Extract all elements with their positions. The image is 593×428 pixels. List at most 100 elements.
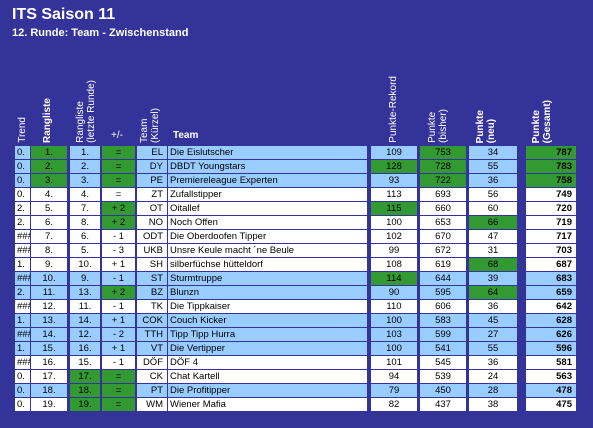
table-cell: ### <box>15 328 30 341</box>
table-cell: 2. <box>31 160 67 173</box>
table-cell: DBDT Youngstars <box>168 160 367 173</box>
table-cell: 9. <box>70 272 100 285</box>
table-cell: 619 <box>420 258 466 271</box>
column-header: Punkte (neu) <box>475 109 497 143</box>
table-cell: 719 <box>526 216 576 229</box>
table-cell: 36 <box>469 300 517 313</box>
table-cell: 5. <box>31 202 67 215</box>
table-cell: 11. <box>70 300 100 313</box>
table-cell: Noch Offen <box>168 216 367 229</box>
table-cell: 55 <box>469 342 517 355</box>
table-cell: 1. <box>15 258 30 271</box>
table-cell: 6. <box>31 216 67 229</box>
table-cell: 4. <box>31 188 67 201</box>
table-cell: 0. <box>15 160 30 173</box>
table-cell: 39 <box>469 272 517 285</box>
table-cell: 19. <box>70 398 100 411</box>
table-cell: 6. <box>70 230 100 243</box>
table-cell: 7. <box>31 230 67 243</box>
table-cell: 563 <box>526 370 576 383</box>
table-cell: 82 <box>371 398 417 411</box>
column-header: Rangliste (letzte Runde) <box>75 80 97 143</box>
table-cell: 2. <box>15 286 30 299</box>
table-cell: 18. <box>31 384 67 397</box>
table-cell: 703 <box>526 244 576 257</box>
table-cell: 1. <box>15 342 30 355</box>
table-cell: DY <box>137 160 167 173</box>
table-cell: 36 <box>469 356 517 369</box>
table-cell: 722 <box>420 174 466 187</box>
table-cell: PE <box>137 174 167 187</box>
title: ITS Saison 11 <box>12 6 116 23</box>
table-cell: + 2 <box>102 202 135 215</box>
table-cell: - 2 <box>102 328 135 341</box>
table-cell: WM <box>137 398 167 411</box>
table-cell: 19. <box>31 398 67 411</box>
table-cell: 90 <box>371 286 417 299</box>
column-header: Team (Kürzel) <box>139 107 161 143</box>
table-cell: OT <box>137 202 167 215</box>
table-cell: 99 <box>371 244 417 257</box>
table-cell: Oitallef <box>168 202 367 215</box>
table-cell: 16. <box>70 342 100 355</box>
table-cell: 17. <box>31 370 67 383</box>
table-cell: 101 <box>371 356 417 369</box>
table-cell: 753 <box>420 146 466 159</box>
table-cell: 660 <box>420 202 466 215</box>
table-cell: Die Vertipper <box>168 342 367 355</box>
table-cell: Die Tippkaiser <box>168 300 367 313</box>
column-header: Punkte (Gesamt) <box>531 99 553 143</box>
table-cell: = <box>102 174 135 187</box>
table-cell: 1. <box>70 146 100 159</box>
table-cell: 644 <box>420 272 466 285</box>
table-cell: 114 <box>371 272 417 285</box>
table-cell: 599 <box>420 328 466 341</box>
table-cell: - 1 <box>102 230 135 243</box>
table-cell: 1. <box>31 146 67 159</box>
table-cell: 15. <box>70 356 100 369</box>
table-cell: 541 <box>420 342 466 355</box>
table-cell: = <box>102 384 135 397</box>
table-cell: 109 <box>371 146 417 159</box>
table-cell: Sturmtruppe <box>168 272 367 285</box>
table-cell: ZT <box>137 188 167 201</box>
table-cell: 0. <box>15 188 30 201</box>
table-cell: 55 <box>469 160 517 173</box>
table-cell: 28 <box>469 384 517 397</box>
table-cell: 13. <box>31 314 67 327</box>
column-header: Trend <box>16 117 28 143</box>
table-cell: Chat Kartell <box>168 370 367 383</box>
table-cell: 12. <box>31 300 67 313</box>
table-cell: ST <box>137 272 167 285</box>
table-cell: + 1 <box>102 258 135 271</box>
table-cell: 9. <box>31 258 67 271</box>
table-cell: 749 <box>526 188 576 201</box>
table-cell: DÖF 4 <box>168 356 367 369</box>
table-cell: 10. <box>70 258 100 271</box>
table-cell: + 2 <box>102 216 135 229</box>
table-cell: 2. <box>15 216 30 229</box>
table-cell: CK <box>137 370 167 383</box>
table-cell: 450 <box>420 384 466 397</box>
table-cell: 0. <box>15 398 30 411</box>
table-cell: 0. <box>15 146 30 159</box>
table-cell: 7. <box>70 202 100 215</box>
table-cell: 596 <box>526 342 576 355</box>
table-cell: 581 <box>526 356 576 369</box>
table-cell: Wiener Mafia <box>168 398 367 411</box>
table-cell: = <box>102 146 135 159</box>
table-cell: 14. <box>31 328 67 341</box>
table-cell: 38 <box>469 398 517 411</box>
table-cell: 24 <box>469 370 517 383</box>
table-cell: 64 <box>469 286 517 299</box>
table-cell: 683 <box>526 272 576 285</box>
column-header: Punkte-Rekord <box>387 76 399 143</box>
table-cell: 475 <box>526 398 576 411</box>
table-cell: TK <box>137 300 167 313</box>
table-cell: 68 <box>469 258 517 271</box>
table-cell: 437 <box>420 398 466 411</box>
table-cell: 16. <box>31 356 67 369</box>
table-cell: 672 <box>420 244 466 257</box>
table-cell: UKB <box>137 244 167 257</box>
